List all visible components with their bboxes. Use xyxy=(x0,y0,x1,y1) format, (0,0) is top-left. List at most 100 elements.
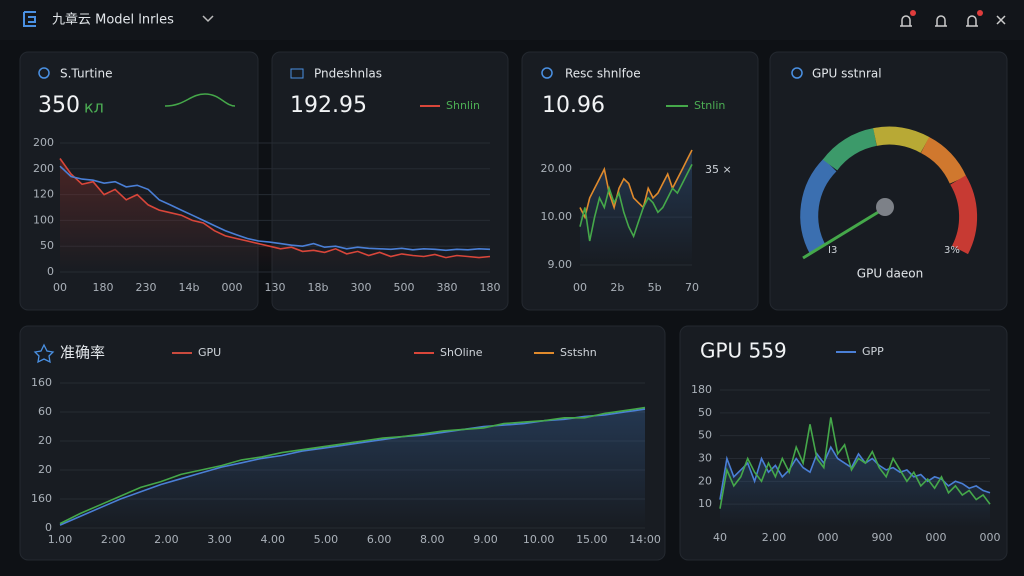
logo xyxy=(23,11,36,27)
chart-title: 准确率 xyxy=(60,344,105,362)
series-line xyxy=(59,165,491,252)
x-tick-label: 230 xyxy=(136,281,157,294)
card-value: 350 xyxy=(38,93,80,118)
series-line xyxy=(719,445,991,500)
x-tick-label: 180 xyxy=(93,281,114,294)
x-tick-label: 180 xyxy=(480,281,501,294)
card xyxy=(521,51,759,311)
note: 35 × xyxy=(705,163,732,176)
y-tick-label: 30 xyxy=(698,452,712,465)
legend-label: Sstshn xyxy=(560,346,597,359)
x-tick-label: 000 xyxy=(926,531,947,544)
gauge-min: I3 xyxy=(828,245,837,256)
y-tick-label: 9.00 xyxy=(548,258,573,271)
gauge-band xyxy=(822,128,877,171)
bell-icon[interactable] xyxy=(900,15,912,27)
card-title: Pndeshnlas xyxy=(314,67,382,81)
gauge-caption: GPU daeon xyxy=(857,267,923,281)
x-tick-label: 6.00 xyxy=(367,533,392,546)
legend-label: ShOline xyxy=(440,346,483,359)
x-tick-label: 000 xyxy=(980,531,1001,544)
x-tick-label: 000 xyxy=(818,531,839,544)
toolbar-icons xyxy=(900,10,1006,27)
x-tick-label: 9.00 xyxy=(473,533,498,546)
series-line xyxy=(59,406,646,525)
x-tick-label: 300 xyxy=(351,281,372,294)
chart-title: GPU 559 xyxy=(700,339,787,363)
card-title: S.Turtine xyxy=(60,67,113,81)
x-tick-label: 900 xyxy=(872,531,893,544)
legend-label: Shnlin xyxy=(446,99,480,112)
x-tick-label: 14:00 xyxy=(629,533,661,546)
card xyxy=(769,51,1008,311)
x-tick-label: 18b xyxy=(308,281,329,294)
x-tick-label: 3.00 xyxy=(207,533,232,546)
app-title: 九章云 Model lnrles xyxy=(52,12,174,28)
gauge-band xyxy=(950,175,978,255)
y-tick-label: 10 xyxy=(698,497,712,510)
y-tick-label: 0 xyxy=(45,521,52,534)
y-tick-label: 0 xyxy=(47,265,54,278)
x-tick-label: 14b xyxy=(179,281,200,294)
card-icon xyxy=(33,343,55,364)
area xyxy=(60,409,645,528)
card-icon xyxy=(290,68,304,79)
y-tick-label: 50 xyxy=(698,406,712,419)
x-tick-label: 1.00 xyxy=(48,533,73,546)
y-tick-label: 200 xyxy=(33,162,54,175)
gauge-hub xyxy=(876,198,894,216)
gauge-band xyxy=(800,158,837,255)
y-tick-label: 180 xyxy=(691,383,712,396)
card-icon xyxy=(791,67,803,79)
x-tick-label: 2b xyxy=(610,281,624,294)
x-tick-label: 2:00 xyxy=(101,533,126,546)
y-tick-label: 20 xyxy=(38,434,52,447)
x-tick-label: 5b xyxy=(648,281,662,294)
x-tick-label: 8.00 xyxy=(420,533,445,546)
card-title: Resc shnlfoe xyxy=(565,67,641,81)
y-tick-label: 20 xyxy=(698,474,712,487)
y-tick-label: 10.00 xyxy=(541,210,573,223)
x-tick-label: 4.00 xyxy=(260,533,285,546)
card-unit: кл xyxy=(84,98,104,117)
dropdown[interactable] xyxy=(202,15,214,23)
sparkline xyxy=(164,93,236,107)
card-icon xyxy=(541,67,553,79)
y-tick-label: 50 xyxy=(40,239,54,252)
x-tick-label: 130 xyxy=(265,281,286,294)
close-icon[interactable] xyxy=(996,15,1006,25)
gauge-band xyxy=(920,136,967,184)
x-tick-label: 10.00 xyxy=(523,533,555,546)
gauge xyxy=(800,126,978,255)
notify-icon[interactable] xyxy=(966,15,978,27)
gauge-max: 3% xyxy=(944,245,960,256)
badge xyxy=(910,10,916,16)
card-title: GPU sstnral xyxy=(812,67,882,81)
y-tick-label: 50 xyxy=(698,429,712,442)
y-tick-label: 20.00 xyxy=(541,162,573,175)
series-line xyxy=(579,164,693,242)
x-tick-label: 70 xyxy=(685,281,699,294)
alert-icon[interactable] xyxy=(935,15,947,27)
x-tick-label: 15.00 xyxy=(576,533,608,546)
y-tick-label: 20 xyxy=(38,463,52,476)
card-icon xyxy=(38,67,50,79)
y-tick-label: 200 xyxy=(33,136,54,149)
series-line xyxy=(579,149,693,220)
x-tick-label: 000 xyxy=(222,281,243,294)
y-tick-label: 160 xyxy=(31,492,52,505)
area xyxy=(580,150,692,265)
gauge-needle xyxy=(802,206,886,260)
card-value: 192.95 xyxy=(290,93,367,118)
gauge-band xyxy=(873,126,930,153)
y-tick-label: 120 xyxy=(33,188,54,201)
top-bar xyxy=(0,0,1024,40)
x-tick-label: 380 xyxy=(437,281,458,294)
x-tick-label: 00 xyxy=(573,281,587,294)
y-tick-label: 160 xyxy=(31,376,52,389)
x-tick-label: 40 xyxy=(713,531,727,544)
legend-label: GPP xyxy=(862,345,884,358)
card-value: 10.96 xyxy=(542,93,605,118)
legend-label: Stnlin xyxy=(694,99,725,112)
